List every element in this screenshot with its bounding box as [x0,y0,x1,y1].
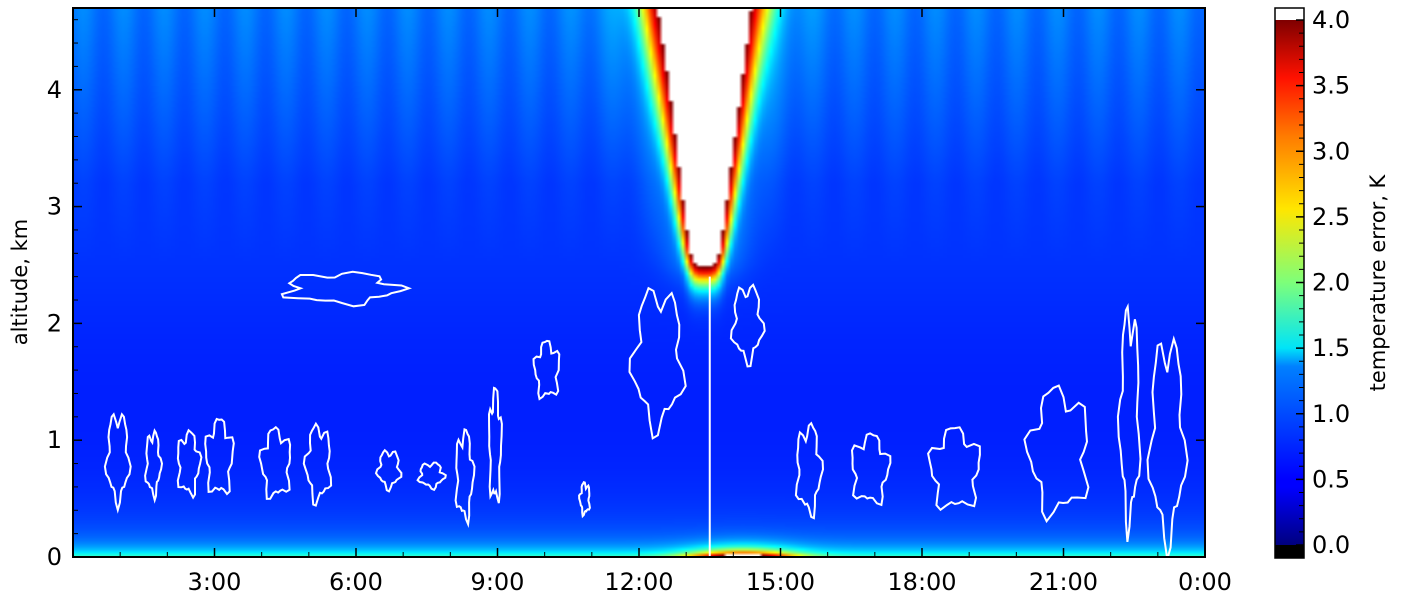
x-tick-label: 0:00 [1178,568,1232,596]
contour [850,432,892,507]
contour [927,426,981,512]
contour [487,386,503,504]
contour [578,481,591,519]
colorbar-tick-label: 2.0 [1312,269,1350,297]
colorbar-tick-label: 3.5 [1312,72,1350,100]
colorbar-tick-label: 3.0 [1312,137,1350,165]
x-tick-label: 9:00 [471,568,525,596]
colorbar-tick-label: 0.5 [1312,465,1350,493]
contour [1116,302,1142,543]
colorbar-extend-top [1275,8,1304,20]
y-tick-label: 1 [47,426,62,454]
y-axis-label: altitude, km [8,219,32,346]
contour [628,286,687,440]
contour [1023,384,1090,524]
x-tick-label: 3:00 [188,568,242,596]
contour [144,428,164,504]
y-tick-label: 0 [47,543,62,571]
y-tick-label: 4 [47,76,62,104]
colorbar-tick-label: 4.0 [1312,6,1350,34]
x-tick-label: 15:00 [746,568,815,596]
contour-layer [103,270,1189,557]
contour [454,428,476,529]
x-axis: 3:00 6:00 9:00 12:00 15:00 18:00 21:00 0:00 [119,8,1232,596]
y-tick-label: 3 [47,193,62,221]
contour [794,421,825,520]
colorbar-label: temperature error, K [1366,173,1390,391]
x-tick-label: 18:00 [887,568,956,596]
colorbar-ticks: 0.0 0.5 1.0 1.5 2.0 2.5 3.0 3.5 4.0 [1296,6,1350,559]
y-tick-label: 2 [47,309,62,337]
x-tick-label: 21:00 [1029,568,1098,596]
contour [532,339,561,401]
contour [258,425,292,500]
contour [204,417,235,496]
contour [280,270,413,308]
x-tick-label: 6:00 [329,568,383,596]
colorbar-tick-label: 0.0 [1312,531,1350,559]
x-tick-label: 12:00 [604,568,673,596]
contour [103,412,132,514]
colorbar-tick-label: 1.0 [1312,400,1350,428]
y-axis: 0 1 2 3 4 [47,19,1205,571]
contour [1146,335,1189,557]
contour [176,428,203,500]
colorbar-tick-label: 1.5 [1312,334,1350,362]
contour [416,461,447,492]
plot-area: 3:00 6:00 9:00 12:00 15:00 18:00 21:00 0:00 0 1 2… [8,7,1232,596]
colorbar-tick-label: 2.5 [1312,203,1350,231]
contour [302,421,333,507]
colorbar: 0.0 0.5 1.0 1.5 2.0 2.5 3.0 3.5 4.0 temperature … [1274,6,1390,559]
contour [729,283,766,368]
contour [374,448,403,493]
colorbar-extend-bottom [1275,545,1304,558]
